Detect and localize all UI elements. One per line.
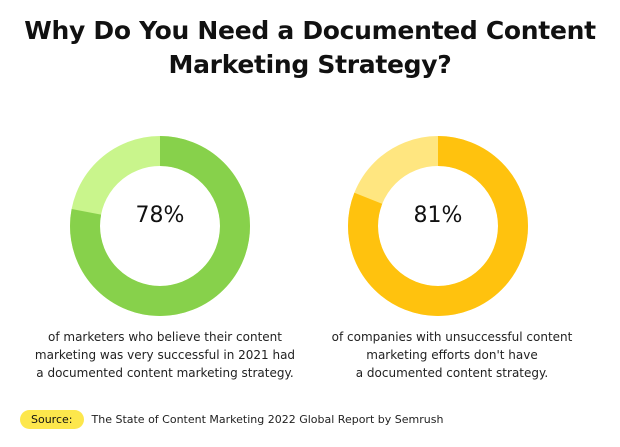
caption-left-line-3: a documented content marketing strategy. bbox=[36, 366, 294, 380]
caption-right-line-2: marketing efforts don't have bbox=[366, 348, 538, 362]
caption-left-line-1: of marketers who believe their content bbox=[48, 330, 282, 344]
caption-left-line-2: marketing was very successful in 2021 ha… bbox=[34, 348, 296, 362]
donut-arc-right bbox=[348, 136, 528, 316]
source-footer: Source: The State of Content Marketing 2… bbox=[20, 408, 443, 430]
caption-right-line-1: of companies with unsuccessful content bbox=[331, 330, 573, 344]
caption-right: of companies with unsuccessful content m… bbox=[302, 328, 602, 382]
donut-svg-left bbox=[70, 136, 250, 316]
caption-left: of marketers who believe their content m… bbox=[15, 328, 315, 382]
donut-svg-right bbox=[348, 136, 528, 316]
percent-label-right: 81% bbox=[413, 203, 463, 228]
chart-title: Why Do You Need a Documented Content Mar… bbox=[0, 14, 620, 82]
donut-chart-right: 81% bbox=[348, 136, 548, 336]
donut-arc-left bbox=[70, 136, 250, 316]
title-line-2: Marketing Strategy? bbox=[168, 50, 452, 79]
source-badge: Source: bbox=[20, 409, 84, 429]
percent-label-left: 78% bbox=[135, 203, 185, 228]
title-line-1: Why Do You Need a Documented Content bbox=[24, 16, 596, 45]
source-text: The State of Content Marketing 2022 Glob… bbox=[91, 412, 444, 426]
donut-chart-left: 78% bbox=[70, 136, 270, 336]
caption-right-line-3: a documented content strategy. bbox=[355, 366, 549, 380]
